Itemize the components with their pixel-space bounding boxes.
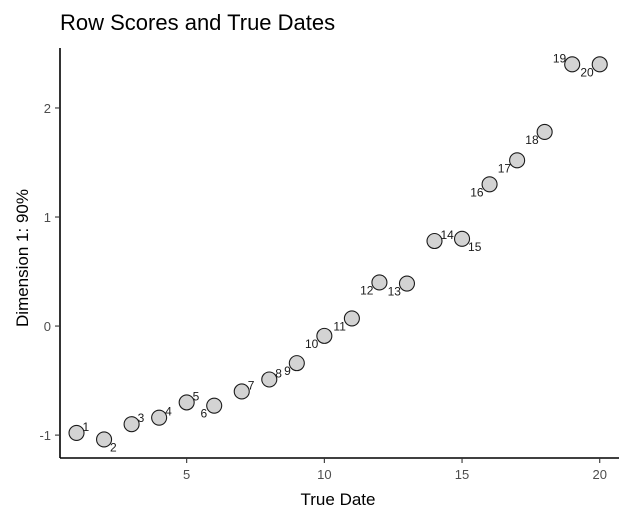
data-point	[536, 123, 553, 141]
y-axis: -1 0 1 2	[39, 48, 61, 458]
data-point-label: 2	[110, 440, 117, 454]
x-axis-title: True Date	[301, 490, 376, 509]
data-point-label: 17	[498, 161, 512, 175]
data-point	[426, 232, 443, 250]
data-point	[481, 176, 498, 193]
data-point	[343, 310, 360, 327]
x-tick-label: 10	[317, 467, 331, 482]
y-tick-label: 1	[44, 210, 51, 225]
data-points	[68, 56, 608, 448]
x-tick-label: 5	[183, 467, 190, 482]
data-point-label: 11	[333, 319, 346, 333]
chart-title: Row Scores and True Dates	[60, 10, 335, 35]
data-point-label: 14	[441, 228, 455, 242]
y-tick-label: 2	[44, 101, 51, 116]
data-point	[68, 424, 85, 441]
data-point	[316, 327, 333, 344]
data-point	[261, 371, 278, 388]
data-point-label: 7	[248, 378, 255, 392]
data-point	[564, 56, 581, 73]
data-point-label: 13	[388, 285, 402, 299]
data-point-label: 1	[83, 420, 90, 434]
data-point-label: 6	[201, 407, 208, 421]
data-point-label: 20	[580, 65, 594, 79]
data-point-label: 18	[525, 133, 539, 147]
data-point-label: 4	[165, 405, 172, 419]
x-axis: 5 10 15 20	[60, 457, 619, 482]
data-point	[96, 431, 113, 448]
data-point-label: 16	[470, 185, 484, 199]
data-point	[288, 355, 305, 372]
data-point-label: 5	[193, 389, 200, 403]
data-point-label: 15	[468, 240, 482, 254]
data-point-label: 10	[305, 337, 319, 351]
data-point	[206, 397, 223, 414]
x-tick-label: 20	[592, 467, 606, 482]
data-point-label: 3	[138, 411, 145, 425]
data-point	[591, 56, 608, 73]
y-axis-title: Dimension 1: 90%	[13, 189, 32, 327]
data-point-label: 12	[360, 283, 374, 297]
x-tick-label: 15	[455, 467, 469, 482]
data-point	[233, 383, 250, 400]
data-point	[178, 394, 195, 411]
data-point	[151, 409, 168, 426]
data-point	[509, 152, 526, 169]
data-point-label: 19	[553, 51, 567, 65]
data-point-label: 8	[275, 366, 282, 380]
y-tick-label: 0	[44, 319, 51, 334]
data-point	[453, 230, 471, 247]
data-point	[398, 275, 416, 292]
data-point	[123, 416, 140, 433]
data-point	[371, 274, 388, 291]
y-tick-label: -1	[39, 428, 51, 443]
data-point-label: 9	[284, 364, 291, 378]
